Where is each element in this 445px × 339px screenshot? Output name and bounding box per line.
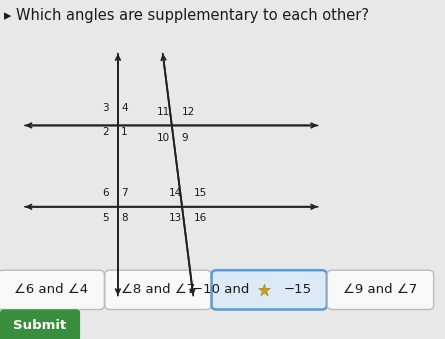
Text: ∠8 and ∠7: ∠8 and ∠7	[121, 283, 195, 296]
Text: −15: −15	[283, 283, 312, 296]
Text: 3: 3	[102, 103, 109, 113]
Text: ☆: ☆	[257, 282, 272, 300]
Text: 6: 6	[102, 188, 109, 198]
FancyBboxPatch shape	[0, 270, 104, 310]
FancyBboxPatch shape	[212, 270, 327, 310]
Text: 15: 15	[194, 188, 207, 198]
Text: −10 and: −10 and	[192, 283, 249, 296]
Text: 8: 8	[121, 213, 128, 223]
Text: 1: 1	[121, 127, 128, 137]
Text: 2: 2	[102, 127, 109, 137]
Text: 14: 14	[169, 188, 182, 198]
Text: 9: 9	[182, 133, 188, 143]
Text: 12: 12	[182, 107, 195, 117]
Text: ∠9 and ∠7: ∠9 and ∠7	[344, 283, 417, 296]
Text: Submit: Submit	[13, 319, 67, 332]
Text: 13: 13	[169, 213, 182, 223]
Text: ∠6 and ∠4: ∠6 and ∠4	[14, 283, 88, 296]
FancyBboxPatch shape	[105, 270, 211, 310]
FancyBboxPatch shape	[0, 309, 80, 339]
Text: 5: 5	[102, 213, 109, 223]
Text: 7: 7	[121, 188, 128, 198]
Text: ▸ Which angles are supplementary to each other?: ▸ Which angles are supplementary to each…	[4, 8, 369, 23]
Text: ★: ★	[257, 282, 272, 300]
Text: 16: 16	[194, 213, 207, 223]
FancyBboxPatch shape	[327, 270, 433, 310]
Text: 10: 10	[158, 133, 170, 143]
Text: 4: 4	[121, 103, 128, 113]
Text: 11: 11	[157, 107, 170, 117]
